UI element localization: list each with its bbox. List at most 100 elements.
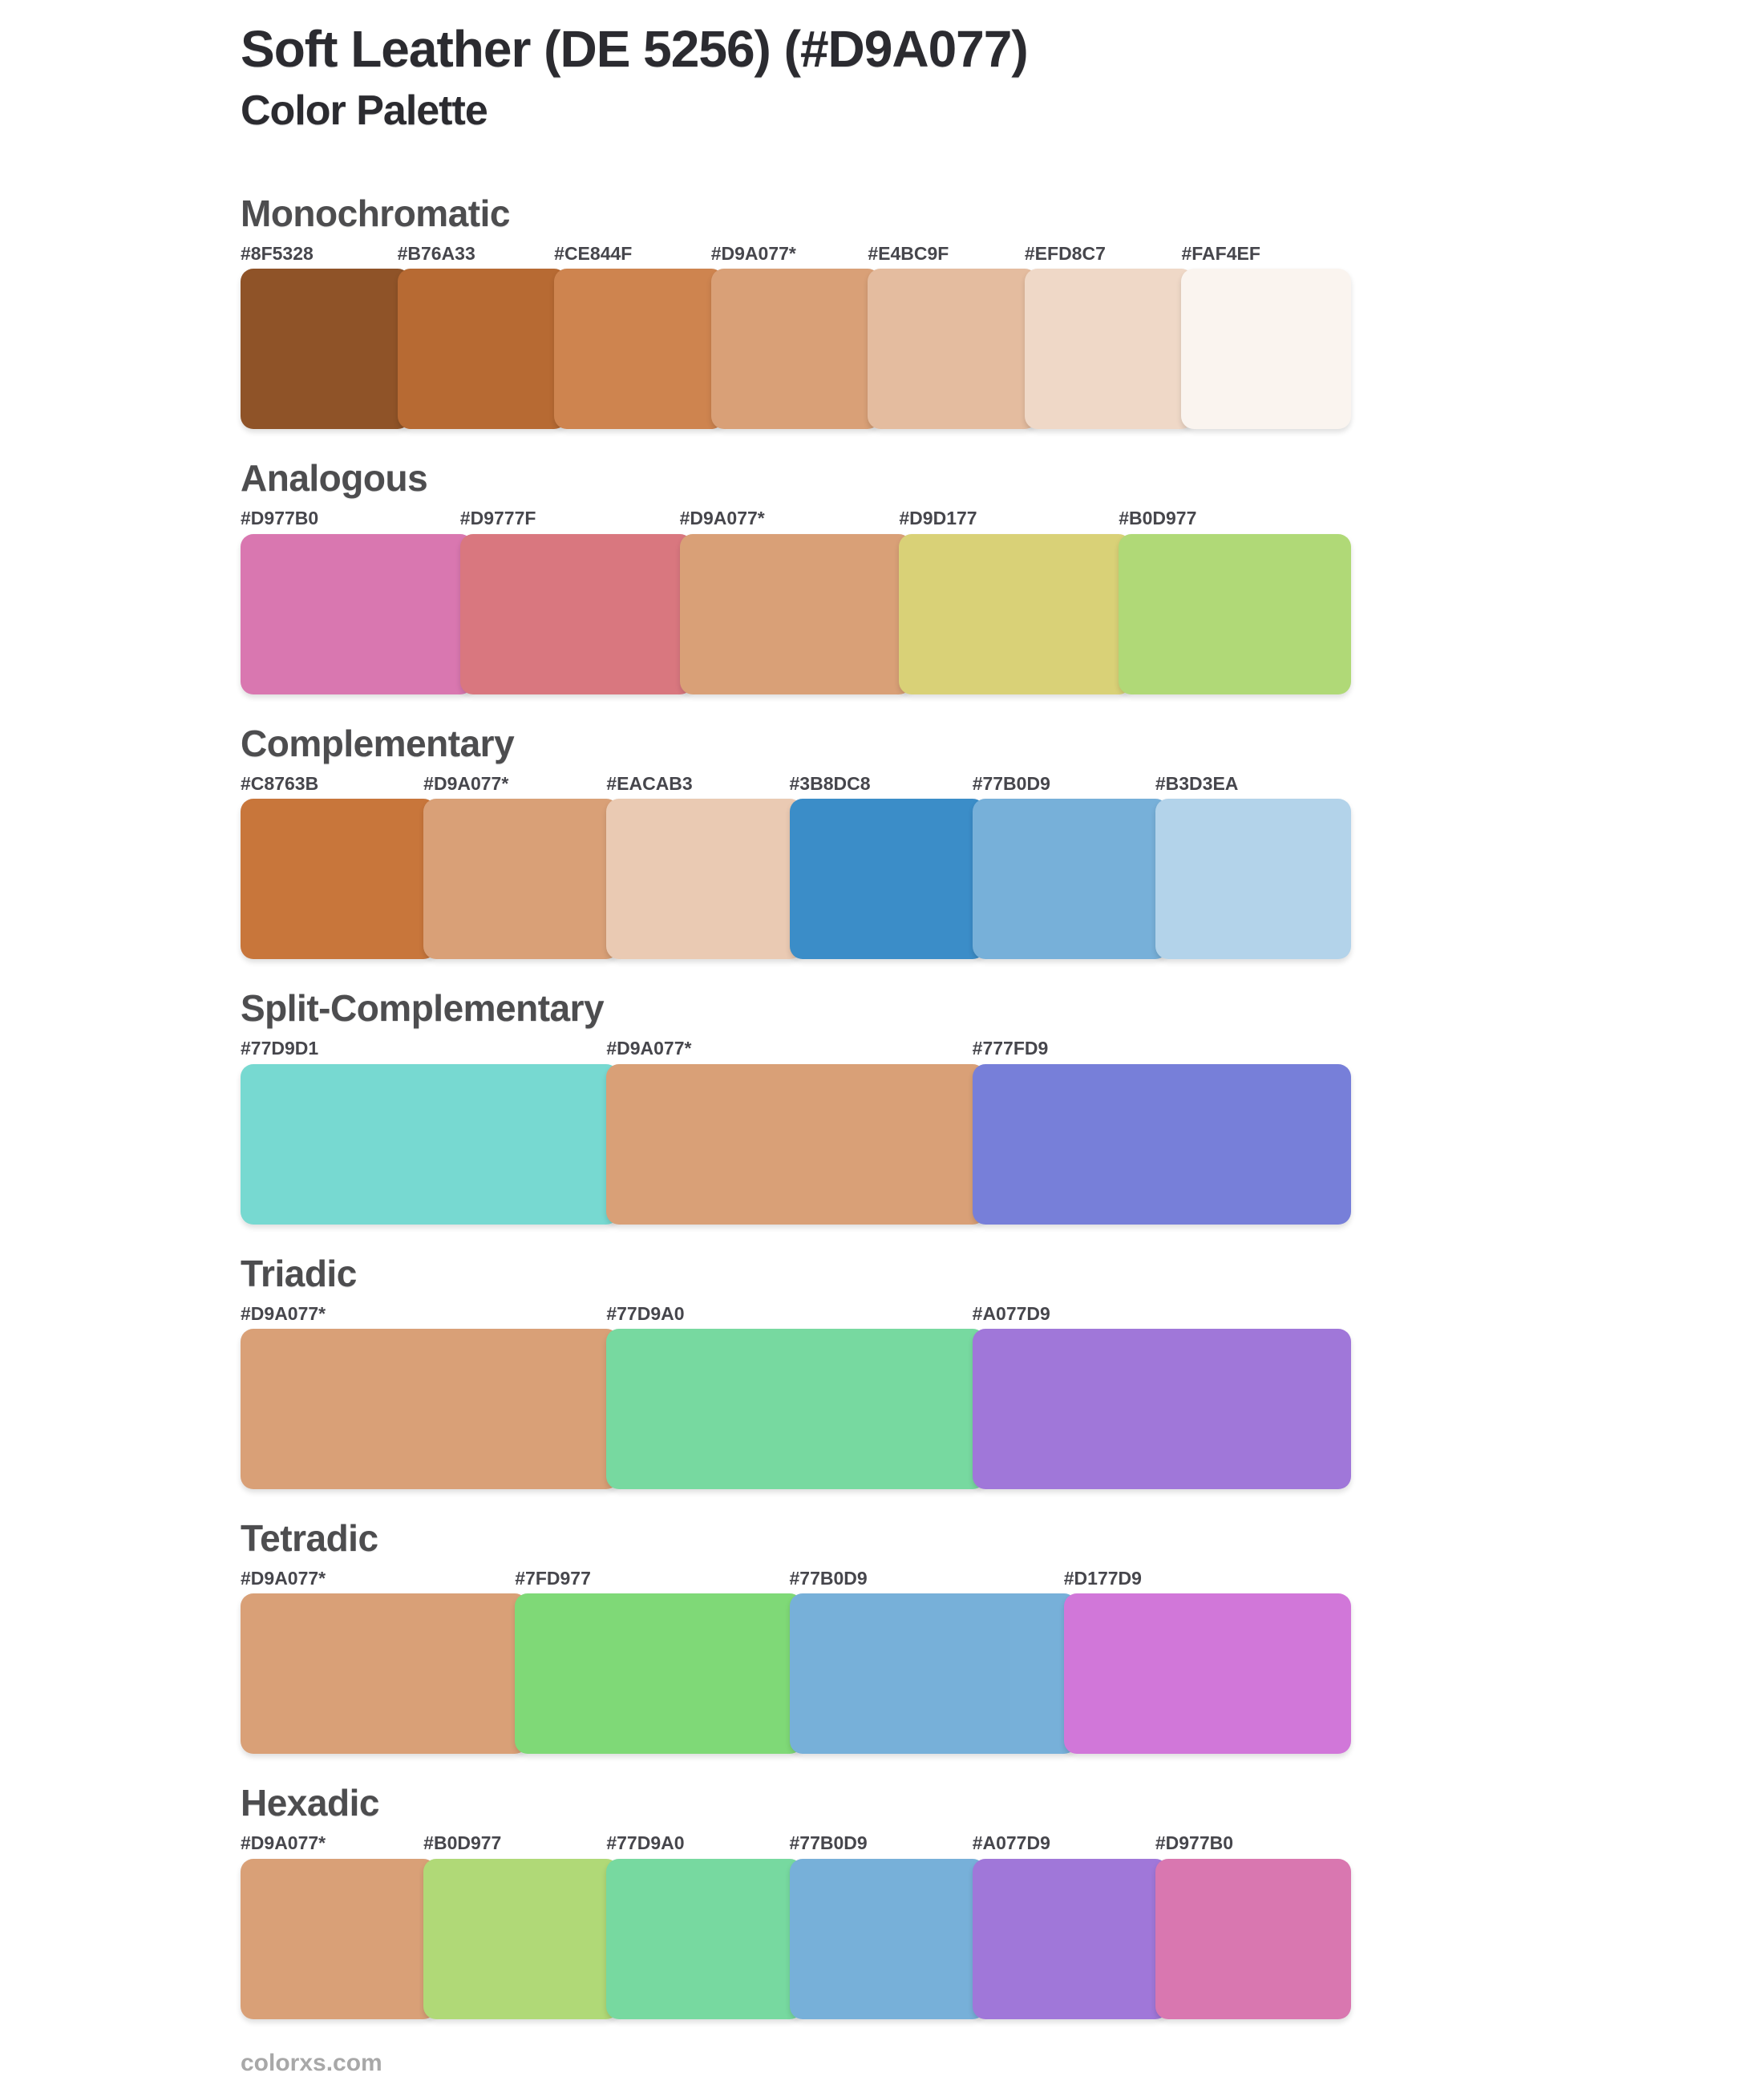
palette-section-monochromatic: Monochromatic #8F5328 #B76A33 #CE844F #D9A07… [241, 192, 1352, 430]
color-swatch-d9a077-base[interactable] [241, 1593, 528, 1755]
color-swatch-b0d977[interactable] [423, 1858, 620, 2019]
hex-labels-row: #D977B0 #D9777F #D9A077* #D9D177 #B0D977 [241, 508, 1351, 528]
color-swatch-c8763b[interactable] [241, 799, 437, 960]
hex-labels-row: #D9A077* #77D9A0 #A077D9 [241, 1303, 1351, 1324]
palette-section-triadic: Triadic #D9A077* #77D9A0 #A077D9 [241, 1252, 1351, 1490]
swatch-hex-label: #D977B0 [241, 508, 319, 529]
color-swatch-b3d3ea[interactable] [1155, 799, 1352, 960]
swatch-hex-label: #8F5328 [241, 242, 314, 264]
color-swatch-a077d9[interactable] [972, 1858, 1168, 2019]
swatch-hex-label: #EACAB3 [606, 772, 693, 794]
color-swatch-3b8dc8[interactable] [789, 799, 985, 960]
hex-labels-row: #C8763B #D9A077* #EACAB3 #3B8DC8 #77B0D9 #B3D… [241, 773, 1351, 794]
swatch-hex-label: #FAF4EF [1181, 242, 1260, 264]
swatch-hex-label: #B76A33 [397, 242, 475, 264]
swatch-row [241, 533, 1351, 694]
swatch-hex-label: #C8763B [241, 772, 319, 794]
swatch-hex-label: #D9A077* [241, 1568, 326, 1589]
color-swatch-d9a077-base[interactable] [241, 1858, 437, 2019]
palette-section-hexadic: Hexadic #D9A077* #B0D977 #77D9A0 #77B0D9 #A07… [241, 1782, 1352, 2019]
swatch-hex-label: #77B0D9 [972, 772, 1050, 794]
color-swatch-77d9a0[interactable] [606, 1329, 985, 1490]
color-swatch-d9a077-base[interactable] [679, 533, 912, 694]
color-swatch-d9777f[interactable] [459, 533, 693, 694]
hex-labels-row: #77D9D1 #D9A077* #777FD9 [241, 1038, 1351, 1059]
color-swatch-77b0d9[interactable] [789, 1858, 985, 2019]
swatch-row [241, 1329, 1351, 1490]
color-swatch-77d9d1[interactable] [241, 1063, 620, 1225]
hex-labels-row: #D9A077* #B0D977 #77D9A0 #77B0D9 #A077D9 #D97… [241, 1832, 1351, 1853]
swatch-hex-label: #D9A077* [241, 1302, 326, 1324]
swatch-hex-label: #E4BC9F [868, 242, 949, 264]
swatch-hex-label: #D177D9 [1063, 1568, 1142, 1589]
color-swatch-77b0d9[interactable] [789, 1593, 1077, 1755]
color-swatch-d9a077-base[interactable] [423, 799, 620, 960]
color-swatch-d9a077-base[interactable] [241, 1329, 620, 1490]
swatch-hex-label: #D9D177 [899, 508, 977, 529]
color-swatch-ce844f[interactable] [554, 269, 724, 430]
swatch-hex-label: #A077D9 [972, 1832, 1050, 1854]
section-heading: Analogous [241, 457, 428, 500]
color-swatch-7fd977[interactable] [515, 1593, 803, 1755]
page-title: Soft Leather (DE 5256) (#D9A077) [241, 20, 1029, 78]
swatch-hex-label: #D977B0 [1155, 1832, 1234, 1854]
section-heading: Hexadic [241, 1782, 379, 1824]
swatch-hex-label: #77B0D9 [789, 1568, 868, 1589]
color-swatch-77b0d9[interactable] [972, 799, 1168, 960]
palette-section-tetradic: Tetradic #D9A077* #7FD977 #77B0D9 #D177D9 [241, 1517, 1351, 1755]
color-swatch-eacab3[interactable] [606, 799, 803, 960]
section-heading: Complementary [241, 722, 515, 764]
swatch-hex-label: #D9A077* [423, 772, 509, 794]
swatch-row [241, 269, 1352, 430]
swatch-hex-label: #A077D9 [972, 1302, 1050, 1324]
color-swatch-d9a077-base[interactable] [606, 1063, 985, 1225]
page-subtitle: Color Palette [241, 87, 488, 134]
color-swatch-d977b0[interactable] [1155, 1858, 1352, 2019]
color-swatch-d9d177[interactable] [899, 533, 1132, 694]
color-swatch-d9a077-base[interactable] [710, 269, 881, 430]
swatch-row [241, 1858, 1352, 2019]
swatch-hex-label: #B0D977 [1119, 508, 1197, 529]
section-heading: Tetradic [241, 1517, 378, 1560]
palette-section-analogous: Analogous #D977B0 #D9777F #D9A077* #D9D177 #B… [241, 460, 1351, 694]
swatch-hex-label: #77D9A0 [606, 1302, 685, 1324]
swatch-hex-label: #CE844F [554, 242, 633, 264]
section-heading: Split-Complementary [241, 987, 605, 1030]
palette-section-complementary: Complementary #C8763B #D9A077* #EACAB3 #3B8D… [241, 722, 1352, 960]
color-swatch-faf4ef[interactable] [1181, 269, 1352, 430]
swatch-hex-label: #77D9D1 [241, 1038, 319, 1059]
swatch-hex-label: #D9777F [459, 508, 536, 529]
hex-labels-row: #8F5328 #B76A33 #CE844F #D9A077* #E4BC9F #EFD… [241, 243, 1351, 264]
swatch-hex-label: #EFD8C7 [1024, 242, 1106, 264]
hex-labels-row: #D9A077* #7FD977 #77B0D9 #D177D9 [241, 1568, 1351, 1589]
swatch-hex-label: #B3D3EA [1155, 772, 1239, 794]
swatch-hex-label: #777FD9 [972, 1038, 1049, 1059]
color-swatch-8f5328[interactable] [241, 269, 411, 430]
color-swatch-efd8c7[interactable] [1024, 269, 1195, 430]
footer-watermark: colorxs.com [241, 2049, 382, 2076]
swatch-row [241, 799, 1352, 960]
swatch-hex-label: #D9A077* [241, 1832, 326, 1854]
color-swatch-d977b0[interactable] [241, 533, 473, 694]
swatch-row [241, 1063, 1351, 1225]
palette-sections: Monochromatic #8F5328 #B76A33 #CE844F #D9A07… [241, 192, 1352, 2019]
section-heading: Triadic [241, 1252, 357, 1294]
swatch-hex-label: #D9A077* [679, 508, 765, 529]
swatch-hex-label: #D9A077* [606, 1038, 692, 1059]
color-swatch-b0d977[interactable] [1119, 533, 1351, 694]
color-swatch-b76a33[interactable] [397, 269, 568, 430]
color-swatch-777fd9[interactable] [972, 1063, 1351, 1225]
color-swatch-d177d9[interactable] [1063, 1593, 1351, 1755]
swatch-hex-label: #77B0D9 [789, 1832, 868, 1854]
section-heading: Monochromatic [241, 192, 510, 234]
color-swatch-77d9a0[interactable] [606, 1858, 803, 2019]
swatch-hex-label: #7FD977 [515, 1568, 591, 1589]
color-swatch-a077d9[interactable] [972, 1329, 1351, 1490]
swatch-row [241, 1593, 1351, 1755]
color-swatch-e4bc9f[interactable] [868, 269, 1038, 430]
swatch-hex-label: #3B8DC8 [789, 772, 871, 794]
swatch-hex-label: #77D9A0 [606, 1832, 685, 1854]
swatch-hex-label: #D9A077* [710, 242, 796, 264]
palette-section-split-complementary: Split-Complementary #77D9D1 #D9A077* #777FD… [241, 987, 1351, 1225]
